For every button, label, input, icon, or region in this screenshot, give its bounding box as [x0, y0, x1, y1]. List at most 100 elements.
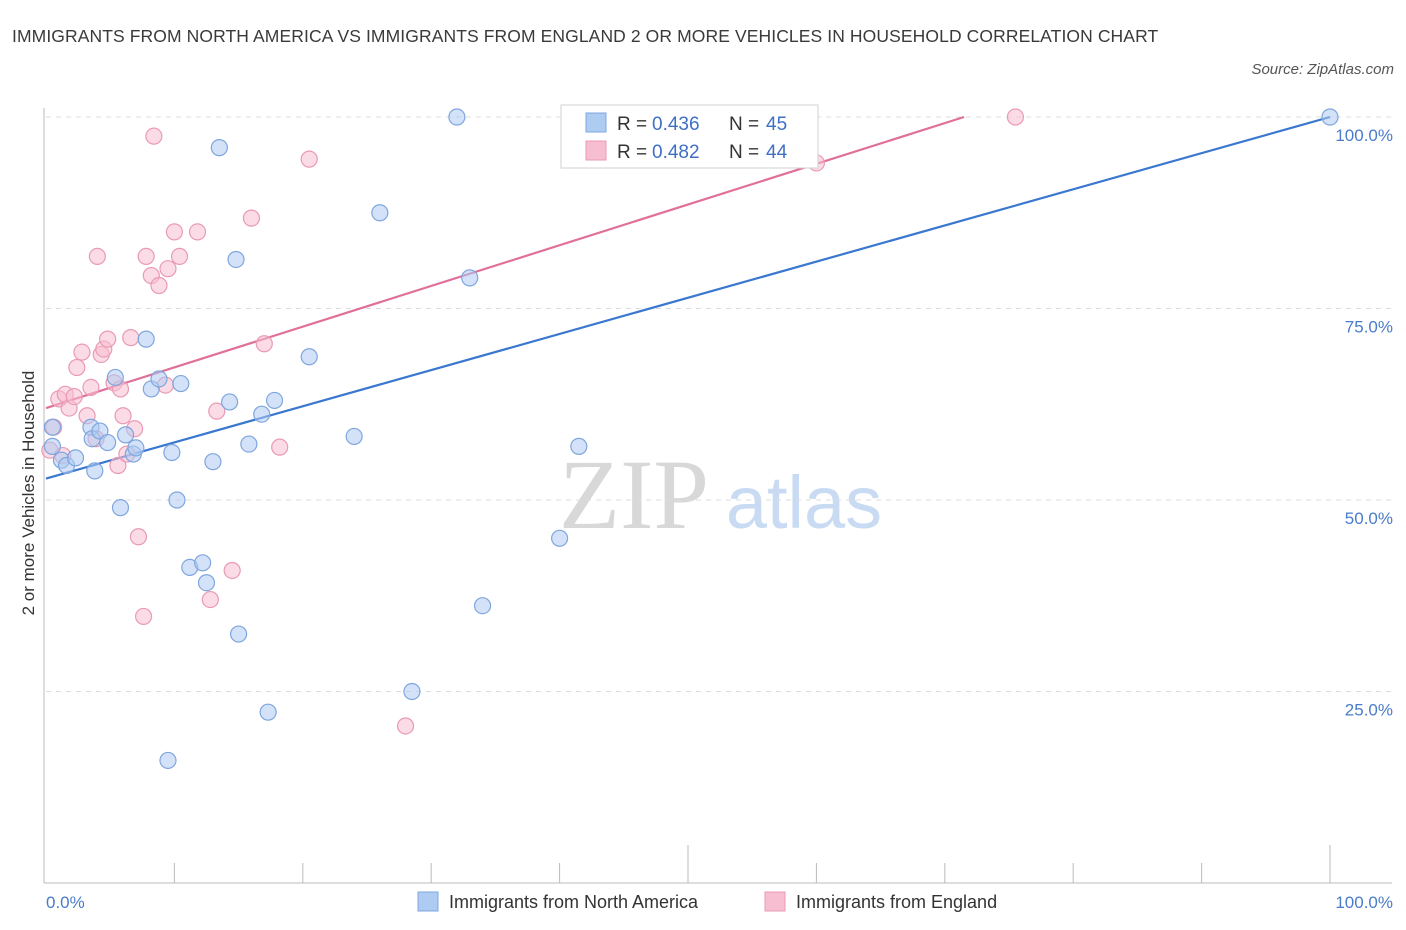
bottom-legend-swatch-pink [764, 891, 786, 912]
point-pink-12 [88, 247, 106, 266]
point-pink-25 [137, 247, 155, 266]
point-pink-40 [300, 150, 318, 168]
point-blue-29 [253, 405, 271, 423]
bottom-legend-label-england: Immigrants from England [796, 892, 997, 912]
point-blue-17 [150, 370, 168, 388]
watermark: ZIP atlas [559, 439, 882, 550]
point-blue-36 [448, 108, 466, 126]
point-pink-34 [201, 590, 219, 609]
point-pink-31 [165, 223, 183, 241]
point-blue-4 [66, 449, 85, 467]
point-pink-38 [255, 335, 273, 353]
point-pink-35 [208, 402, 226, 420]
point-blue-33 [345, 427, 363, 446]
point-pink-15 [99, 330, 117, 348]
x-tick-label-0: 0.0% [46, 893, 85, 912]
y-axis-label: 2 or more Vehicles in Household [19, 371, 38, 616]
point-blue-14 [127, 439, 145, 457]
point-blue-41 [230, 625, 248, 643]
point-pink-42 [1006, 108, 1025, 126]
point-blue-40 [570, 437, 588, 455]
point-blue-11 [111, 499, 130, 517]
point-pink-30 [159, 260, 177, 278]
point-blue-12 [117, 426, 135, 444]
point-blue-0 [43, 418, 62, 436]
point-pink-8 [73, 343, 91, 361]
legend-n-label-2: N = [729, 142, 759, 163]
legend-r-label-2: R = [617, 142, 647, 163]
point-pink-28 [150, 276, 168, 295]
point-pink-19 [114, 407, 132, 425]
legend-r-value-1: 0.436 [652, 114, 700, 135]
point-blue-30 [259, 703, 277, 721]
legend-swatch-blue [585, 112, 607, 133]
bottom-legend-swatch-blue [417, 891, 439, 912]
series-north-america-points [43, 108, 1339, 770]
point-pink-43 [396, 717, 415, 735]
point-pink-33 [188, 223, 207, 241]
point-pink-7 [68, 358, 86, 377]
series-legend: Immigrants from North America Immigrants… [417, 891, 997, 912]
point-blue-37 [461, 269, 479, 287]
point-pink-17 [109, 456, 127, 475]
point-blue-32 [300, 348, 318, 366]
chart-title: IMMIGRANTS FROM NORTH AMERICA VS IMMIGRA… [12, 26, 1159, 46]
trend-lines [45, 115, 1331, 480]
point-pink-10 [82, 378, 100, 396]
correlation-legend: R = 0.436 N = 45 R = 0.482 N = 44 [560, 104, 819, 169]
x-tick-labels: 0.0% 100.0% [46, 893, 1393, 912]
point-blue-15 [137, 330, 155, 348]
point-blue-18 [163, 443, 181, 462]
watermark-atlas: atlas [726, 461, 882, 544]
point-pink-24 [134, 607, 153, 626]
legend-swatch-pink [585, 140, 607, 161]
point-pink-36 [223, 561, 241, 580]
point-blue-24 [204, 453, 222, 471]
x-tick-label-100: 100.0% [1335, 893, 1393, 912]
point-blue-25 [210, 139, 228, 157]
legend-n-value-1: 45 [766, 114, 787, 135]
point-blue-9 [99, 433, 117, 452]
point-blue-31 [265, 391, 284, 410]
series-england-points [41, 108, 1025, 735]
point-blue-34 [371, 204, 389, 222]
point-blue-26 [221, 393, 239, 411]
point-blue-44 [1321, 108, 1339, 126]
point-pink-39 [271, 438, 289, 456]
point-blue-7 [86, 462, 104, 480]
point-blue-19 [168, 491, 186, 509]
point-pink-32 [170, 247, 189, 266]
point-pink-21 [122, 329, 140, 347]
gridlines [46, 116, 1392, 692]
legend-r-value-2: 0.482 [652, 142, 700, 163]
trend-line-blue [45, 115, 1331, 480]
watermark-zip: ZIP [559, 439, 709, 550]
point-blue-42 [159, 751, 177, 770]
point-blue-39 [550, 529, 569, 547]
point-blue-35 [403, 682, 421, 701]
axes [43, 108, 1392, 884]
point-blue-38 [473, 597, 492, 615]
point-blue-23 [197, 574, 216, 592]
point-pink-6 [65, 387, 83, 406]
point-pink-23 [129, 528, 148, 546]
source-label: Source: ZipAtlas.com [1251, 61, 1394, 78]
point-pink-27 [145, 127, 163, 145]
point-blue-28 [240, 435, 258, 453]
y-tick-label-75: 75.0% [1345, 318, 1393, 337]
legend-n-label-1: N = [729, 114, 759, 135]
point-blue-1 [43, 437, 62, 455]
point-blue-20 [172, 374, 190, 393]
point-blue-22 [194, 554, 212, 572]
legend-r-label-1: R = [617, 114, 647, 135]
y-tick-label-100: 100.0% [1335, 126, 1393, 145]
point-blue-27 [227, 250, 245, 269]
y-tick-labels: 25.0% 50.0% 75.0% 100.0% [1335, 126, 1393, 720]
y-tick-label-25: 25.0% [1345, 701, 1393, 720]
y-tick-label-50: 50.0% [1345, 509, 1393, 528]
bottom-legend-label-north-america: Immigrants from North America [449, 892, 699, 912]
point-blue-10 [106, 368, 124, 387]
legend-n-value-2: 44 [766, 142, 788, 163]
point-pink-37 [242, 209, 261, 227]
